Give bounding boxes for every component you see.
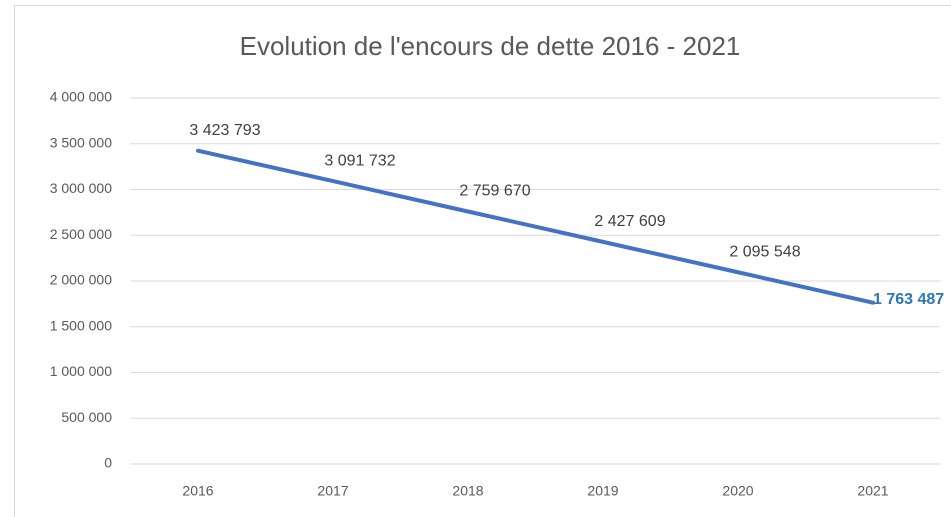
x-tick-label: 2017	[317, 483, 348, 499]
chart-title: Evolution de l'encours de dette 2016 - 2…	[240, 31, 741, 61]
value-label: 2 427 609	[594, 213, 665, 230]
data-line	[196, 148, 875, 305]
y-tick-label: 0	[104, 455, 112, 471]
value-label: 3 423 793	[189, 122, 260, 139]
x-tick-label: 2019	[587, 483, 618, 499]
x-tick-label: 2021	[857, 483, 888, 499]
x-tick-label: 2020	[722, 483, 753, 499]
y-tick-label: 1 500 000	[50, 317, 112, 333]
chart-border	[14, 5, 951, 517]
y-tick-label: 1 000 000	[50, 363, 112, 379]
value-label: 2 095 548	[729, 243, 800, 260]
y-tick-label: 2 500 000	[50, 226, 112, 242]
x-tick-label: 2016	[182, 483, 213, 499]
y-tick-label: 500 000	[61, 409, 112, 425]
value-label: 2 759 670	[459, 183, 530, 200]
value-label: 1 763 487	[873, 291, 944, 308]
y-tick-label: 3 000 000	[50, 180, 112, 196]
y-tick-label: 4 000 000	[50, 89, 112, 105]
x-tick-label: 2018	[452, 483, 483, 499]
value-label: 3 091 732	[324, 152, 395, 169]
y-tick-label: 2 000 000	[50, 272, 112, 288]
y-tick-label: 3 500 000	[50, 134, 112, 150]
